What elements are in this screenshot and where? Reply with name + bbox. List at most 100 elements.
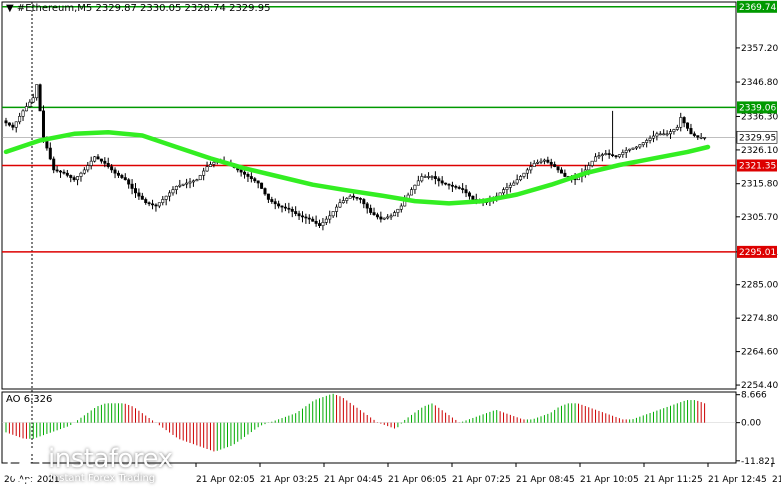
candle-body xyxy=(28,101,32,107)
candle-body xyxy=(454,186,458,188)
current-price-label: 2329.95 xyxy=(739,133,776,143)
candle-body xyxy=(151,203,155,206)
candle-body xyxy=(355,196,359,199)
candle-body xyxy=(358,198,362,200)
main-plot-frame xyxy=(1,1,737,390)
price-tick-label: 2336.30 xyxy=(741,112,778,122)
candle-body xyxy=(437,178,441,182)
candle-body xyxy=(662,133,666,136)
candle-body xyxy=(133,188,137,194)
candle-body xyxy=(399,205,403,210)
ao-tick-label: -11.821 xyxy=(741,457,776,467)
candle-body xyxy=(444,182,448,185)
candle-body xyxy=(256,180,260,184)
candle-body xyxy=(457,187,461,189)
candle-body xyxy=(82,169,86,174)
candle-body xyxy=(208,164,212,167)
candle-body xyxy=(89,160,93,166)
level-price-label: 2321.35 xyxy=(739,161,776,171)
candle-body xyxy=(24,106,28,112)
candle-body xyxy=(130,183,134,189)
candle-body xyxy=(467,192,471,197)
time-label: 21 Apr 11:25 xyxy=(644,475,703,485)
candle-body xyxy=(461,188,465,190)
candle-body xyxy=(205,166,209,172)
candle-body xyxy=(76,176,80,181)
candle-body xyxy=(65,172,69,176)
candle-body xyxy=(7,122,11,126)
candle-body xyxy=(539,160,543,163)
candle-body xyxy=(304,216,308,219)
candle-body xyxy=(86,165,90,171)
price-tick-label: 2357.20 xyxy=(741,44,778,54)
price-tick-label: 2315.80 xyxy=(741,180,778,190)
time-label: 21 Apr 04:45 xyxy=(324,475,383,485)
time-label: 21 Apr 06:05 xyxy=(388,475,447,485)
candle-body xyxy=(392,212,396,217)
candle-body xyxy=(277,203,281,207)
candle-body xyxy=(396,208,400,213)
candle-body xyxy=(648,137,652,141)
time-label: 21 Apr 14:05 xyxy=(772,475,781,485)
candle-body xyxy=(270,199,274,202)
candle-body xyxy=(594,156,598,162)
candle-body xyxy=(123,177,127,181)
candle-body xyxy=(164,195,168,200)
candle-body xyxy=(345,198,349,201)
candle-body xyxy=(280,205,284,208)
price-tick-label: 2305.70 xyxy=(741,213,778,223)
candle-body xyxy=(147,202,151,205)
candle-body xyxy=(440,180,444,184)
candle-body xyxy=(328,215,332,220)
candle-body xyxy=(634,146,638,149)
ao-histogram xyxy=(5,393,706,452)
candle-body xyxy=(696,135,700,138)
logo-mark-icon xyxy=(7,447,43,483)
candle-body xyxy=(651,135,655,139)
candle-body xyxy=(515,179,519,184)
candle-body xyxy=(140,195,144,200)
candle-body xyxy=(297,213,301,217)
candle-body xyxy=(157,202,161,207)
candle-body xyxy=(542,159,546,162)
candle-body xyxy=(703,136,707,139)
candle-body xyxy=(300,215,304,218)
candle-body xyxy=(617,154,621,158)
candle-body xyxy=(35,84,39,99)
candle-body xyxy=(631,147,635,150)
level-price-tag xyxy=(737,101,777,114)
candle-body xyxy=(239,169,243,173)
candle-body xyxy=(556,166,560,171)
candle-body xyxy=(59,170,63,173)
candle-body xyxy=(597,155,601,158)
candle-body xyxy=(283,206,287,209)
candle-body xyxy=(79,172,83,177)
candle-body xyxy=(4,120,8,124)
logo-subtext: Instant Forex Trading xyxy=(50,473,156,484)
time-label: 21 Apr 12:45 xyxy=(708,475,767,485)
candle-body xyxy=(38,84,42,112)
candle-body xyxy=(290,208,294,212)
candle-body xyxy=(99,158,103,162)
dropdown-arrow-icon[interactable]: ▼ xyxy=(6,3,14,14)
candle-body xyxy=(331,211,335,217)
time-label: 21 Apr 08:45 xyxy=(516,475,575,485)
candle-body xyxy=(471,195,475,200)
candle-body xyxy=(536,161,540,164)
candle-body xyxy=(624,149,628,153)
candle-body xyxy=(113,169,117,174)
time-label: 21 Apr 03:25 xyxy=(260,475,319,485)
candle-body xyxy=(93,156,97,162)
candle-body xyxy=(464,189,468,194)
candle-body xyxy=(410,189,414,196)
ao-tick-label: 8.666 xyxy=(741,391,767,401)
ao-indicator-label: AO 6.326 xyxy=(6,394,53,405)
level-price-tag xyxy=(737,0,777,13)
level-price-tag xyxy=(737,159,777,172)
candle-body xyxy=(658,133,662,136)
candle-body xyxy=(375,214,379,218)
candle-body xyxy=(628,148,632,151)
candle-body xyxy=(675,126,679,130)
candle-body xyxy=(318,223,322,226)
